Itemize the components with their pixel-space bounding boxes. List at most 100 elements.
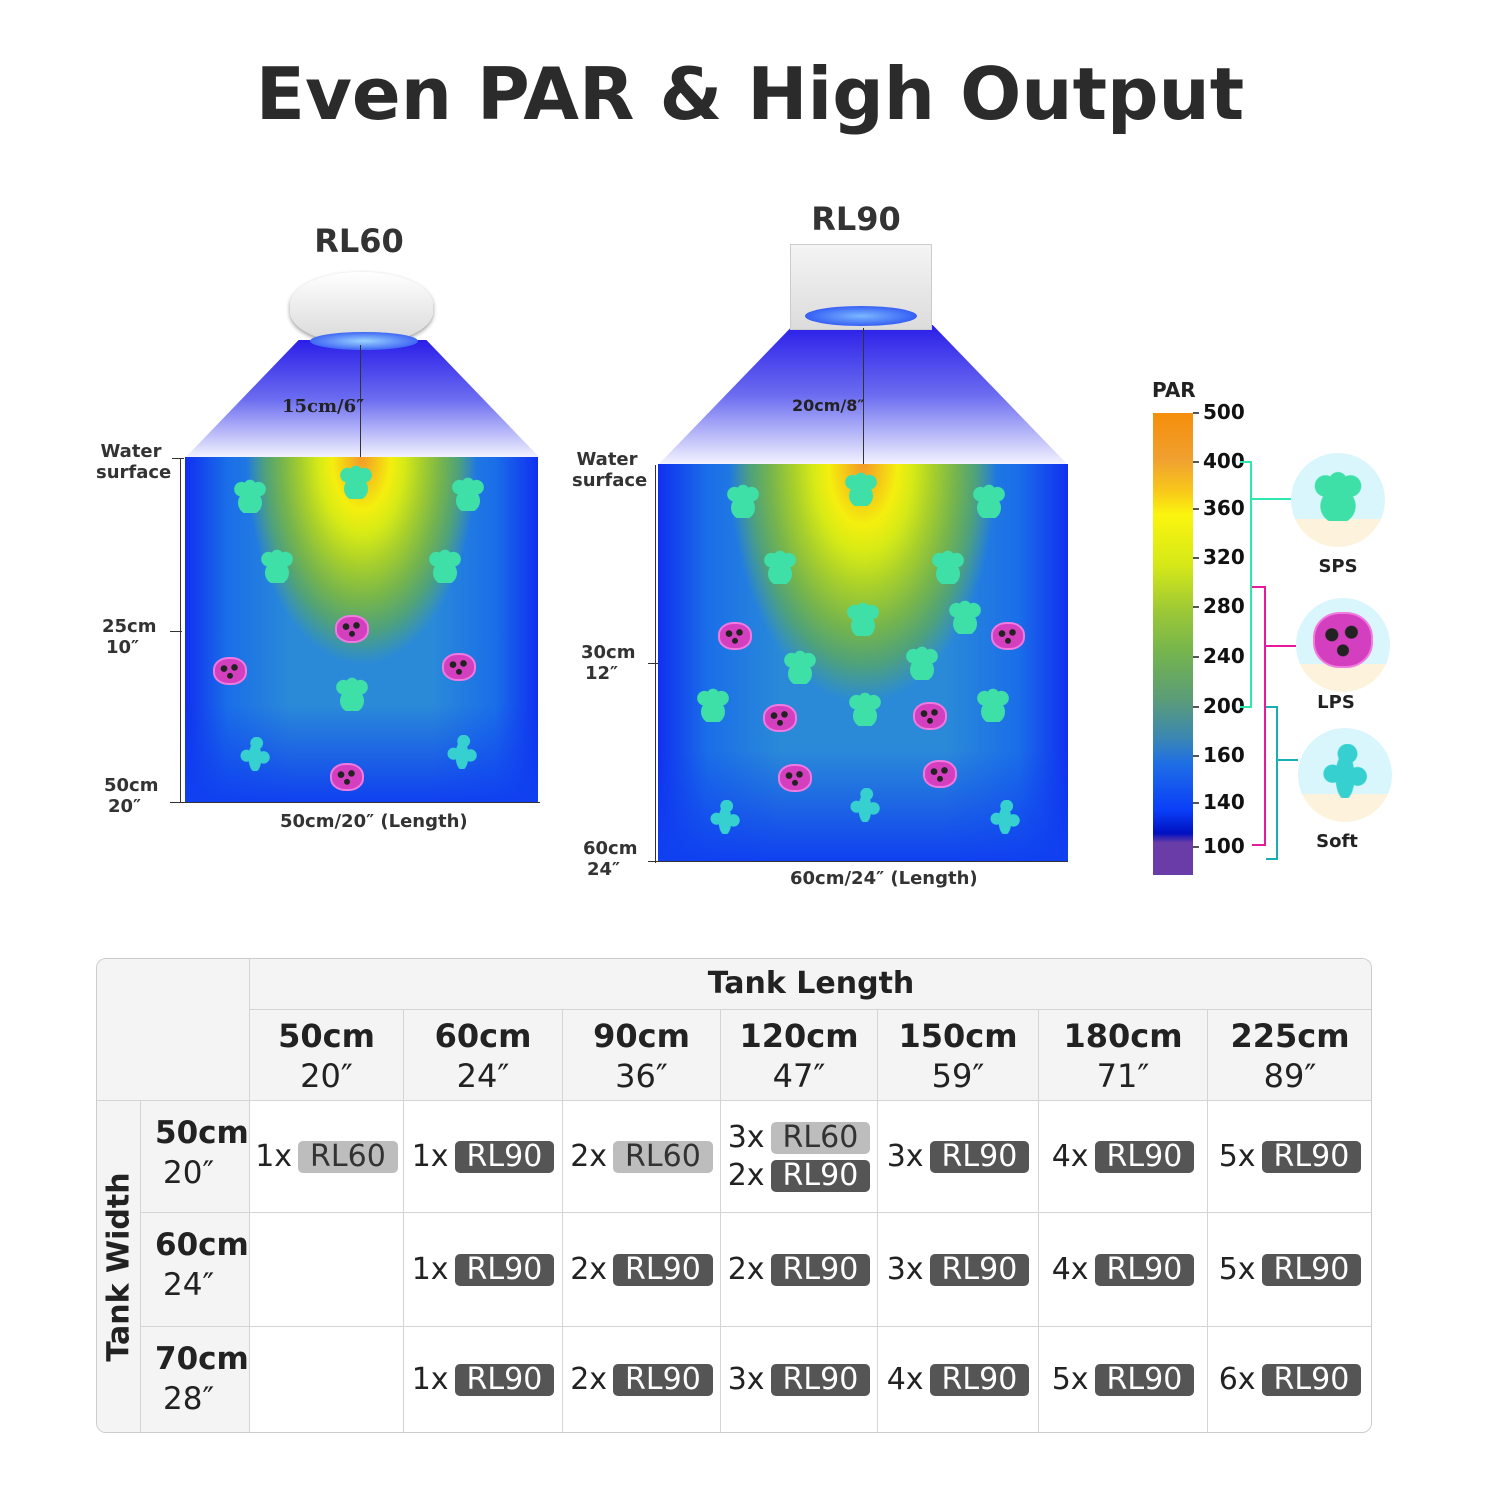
lps-coral-icon xyxy=(763,704,797,732)
table-cell: 1x RL90 xyxy=(404,1327,563,1432)
length-column-header: 180cm 71″ xyxy=(1039,1010,1208,1101)
rl60-depth-mark: 50cm 20″ xyxy=(104,775,158,817)
rl60-par-map xyxy=(185,457,538,802)
lps-coral-icon xyxy=(335,615,369,643)
light-combo: 4x RL90 xyxy=(878,1363,1038,1397)
lps-coral-icon xyxy=(718,622,752,650)
lps-coral-icon xyxy=(778,764,812,792)
length-column-header: 120cm 47″ xyxy=(721,1010,878,1101)
light-combo: 4x RL90 xyxy=(1039,1138,1207,1174)
width-in: 20″ xyxy=(163,1155,215,1191)
sps-coral-icon xyxy=(905,646,939,680)
lps-coral-icon xyxy=(923,760,957,788)
light-count: 6x xyxy=(1218,1362,1256,1397)
par-tick-label: 200 xyxy=(1203,694,1245,718)
light-count: 4x xyxy=(1051,1251,1089,1287)
model-chip: RL90 xyxy=(929,1253,1030,1286)
light-count: 1x xyxy=(411,1138,449,1174)
model-chip: RL60 xyxy=(770,1121,871,1154)
sps-coral-icon xyxy=(233,479,267,513)
width-row-header: 70cm 28″ xyxy=(141,1327,250,1432)
width-cm: 50cm xyxy=(155,1115,249,1151)
depth-in: 12″ xyxy=(585,663,619,684)
length-cm: 225cm xyxy=(1230,1017,1350,1055)
model-chip: RL90 xyxy=(1094,1140,1195,1173)
par-tick-label: 140 xyxy=(1203,790,1245,814)
depth-cm: 50cm xyxy=(104,775,159,796)
light-combo: 3x RL90 xyxy=(721,1363,877,1397)
length-column-header: 50cm 20″ xyxy=(250,1010,404,1101)
par-tick-label: 400 xyxy=(1203,449,1245,473)
depth-cm: 30cm xyxy=(581,642,636,663)
sps-coral-icon xyxy=(948,600,982,634)
width-in: 24″ xyxy=(163,1267,215,1303)
length-in: 71″ xyxy=(1096,1057,1150,1095)
sps-coral-icon xyxy=(931,550,965,584)
length-cm: 180cm xyxy=(1063,1017,1183,1055)
width-row-header: 60cm 24″ xyxy=(141,1213,250,1327)
light-count: 2x xyxy=(570,1362,608,1397)
light-count: 2x xyxy=(727,1157,765,1193)
sps-coral-icon xyxy=(972,484,1006,518)
sps-connector xyxy=(1252,498,1294,500)
par-tick-mark xyxy=(1193,802,1199,804)
sps-coral-icon xyxy=(451,477,485,511)
model-chip: RL90 xyxy=(613,1253,713,1286)
sps-coral-icon xyxy=(846,602,880,636)
rl60-height-line xyxy=(360,345,361,458)
length-in: 20″ xyxy=(300,1057,353,1095)
lps-coral-icon xyxy=(913,702,947,730)
light-combo: 1x RL60 xyxy=(250,1139,403,1174)
model-chip: RL90 xyxy=(454,1253,555,1286)
light-combo: 2x RL90 xyxy=(721,1252,877,1287)
length-column-header: 90cm 36″ xyxy=(563,1010,721,1101)
rl90-height-line xyxy=(863,328,864,465)
rl90-length-axis xyxy=(648,861,1068,862)
sps-coral-icon xyxy=(1291,453,1385,547)
model-chip: RL90 xyxy=(770,1159,871,1192)
table-cell: 4x RL90 xyxy=(1039,1101,1208,1213)
length-column-header: 225cm 89″ xyxy=(1208,1010,1371,1101)
light-combo: 2x RL60 xyxy=(563,1139,720,1174)
light-combo: 3x RL90 xyxy=(878,1138,1038,1174)
light-count: 3x xyxy=(727,1119,765,1155)
model-chip: RL90 xyxy=(1261,1253,1362,1286)
model-chip: RL90 xyxy=(1094,1253,1195,1286)
width-cm: 70cm xyxy=(155,1341,249,1377)
table-cell: 5x RL90 xyxy=(1208,1101,1371,1213)
sps-coral-icon xyxy=(428,549,462,583)
rl90-water-surface-label: Water surface xyxy=(572,449,648,491)
model-chip: RL60 xyxy=(298,1140,398,1173)
sps-coral-icon xyxy=(783,650,817,684)
lps-range-bracket xyxy=(1252,586,1266,846)
length-in: 36″ xyxy=(615,1057,668,1095)
rl90-height-label: 20cm/8″ xyxy=(792,396,865,415)
soft-coral-icon xyxy=(238,737,272,771)
light-count: 4x xyxy=(1051,1138,1089,1174)
model-chip: RL90 xyxy=(1261,1364,1362,1396)
par-tick-mark xyxy=(1193,846,1199,848)
sps-coral-icon xyxy=(726,484,760,518)
table-cell: 2x RL90 xyxy=(563,1213,721,1327)
depth-in: 24″ xyxy=(587,859,621,880)
table-cell: 4x RL90 xyxy=(1039,1213,1208,1327)
light-count: 2x xyxy=(570,1251,608,1287)
par-tick-mark xyxy=(1193,656,1199,658)
sps-label: SPS xyxy=(1318,556,1358,577)
table-cell: 6x RL90 xyxy=(1208,1327,1371,1432)
par-legend-title: PAR xyxy=(1152,378,1196,402)
sps-coral-icon xyxy=(976,688,1010,722)
length-cm: 60cm xyxy=(434,1017,532,1055)
sps-coral-icon xyxy=(848,692,882,726)
sps-coral-icon xyxy=(260,549,294,583)
par-tick-label: 500 xyxy=(1203,400,1245,424)
light-count: 3x xyxy=(886,1138,924,1174)
par-tick-label: 360 xyxy=(1203,496,1245,520)
sps-coral-icon xyxy=(696,688,730,722)
length-cm: 150cm xyxy=(898,1017,1018,1055)
light-combo: 2x RL90 xyxy=(563,1251,720,1287)
soft-coral-icon xyxy=(988,800,1022,834)
page-title: Even PAR & High Output xyxy=(255,52,1245,136)
rl90-depth-mark: 60cm 24″ xyxy=(583,838,637,880)
rl60-water-surface-label: Water surface xyxy=(96,441,172,483)
